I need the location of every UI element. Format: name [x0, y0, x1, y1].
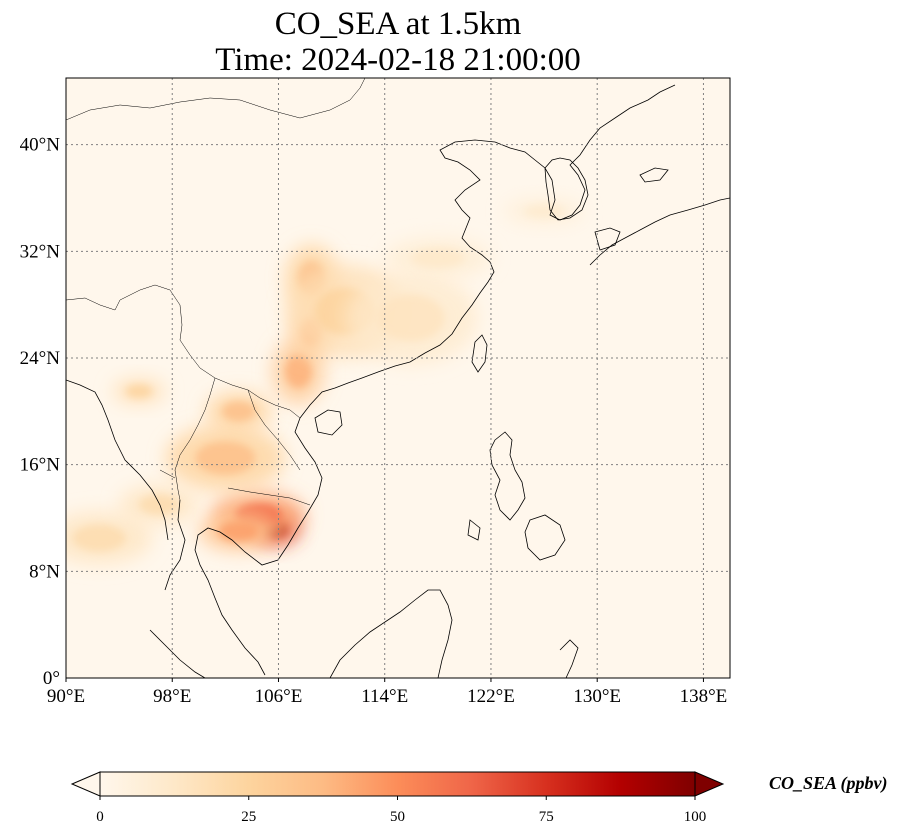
latitude-tick-label: 40°N	[20, 135, 61, 156]
latitude-tick-labels: 0° 8°N 16°N 24°N 32°N 40°N	[20, 135, 61, 689]
co-plume-core	[139, 495, 179, 515]
co-plume-core	[73, 525, 126, 552]
co-plume-core	[195, 441, 255, 474]
colorbar-tick-label: 25	[241, 809, 256, 825]
colorbar-tick-label: 0	[96, 809, 104, 825]
co-plume-core	[285, 355, 312, 388]
co-plume-core	[524, 205, 564, 218]
longitude-tick-label: 98°E	[153, 686, 191, 707]
latitude-tick-label: 16°N	[20, 455, 61, 476]
longitude-tick-label: 106°E	[255, 686, 303, 707]
co-plume-core	[222, 401, 255, 421]
co-plume-core	[378, 295, 444, 342]
longitude-tick-label: 114°E	[361, 686, 408, 707]
colorbar-tick-label: 100	[684, 809, 707, 825]
colorbar-tick-label: 50	[390, 809, 405, 825]
colorbar-max-extension	[695, 772, 723, 796]
latitude-tick-label: 24°N	[20, 348, 61, 369]
longitude-tick-label: 90°E	[47, 686, 85, 707]
colorbar: 0 25 50 75 100 CO_SEA (ppbv)	[72, 772, 888, 825]
colorbar-gradient	[100, 772, 695, 796]
longitude-tick-label: 130°E	[573, 686, 621, 707]
co-plume-core	[219, 521, 259, 541]
map-figure: 90°E 98°E 106°E 114°E 122°E 130°E 138°E 0° 8°N 1…	[0, 0, 916, 836]
longitude-tick-label: 122°E	[467, 686, 515, 707]
latitude-tick-label: 0°	[43, 668, 60, 689]
latitude-tick-label: 32°N	[20, 241, 61, 262]
colorbar-min-extension	[72, 772, 100, 796]
colorbar-title: CO_SEA (ppbv)	[769, 773, 888, 794]
longitude-tick-labels: 90°E 98°E 106°E 114°E 122°E 130°E 138°E	[47, 678, 727, 707]
co-plume-core	[126, 385, 153, 398]
colorbar-tick-label: 75	[539, 809, 554, 825]
latitude-tick-label: 8°N	[29, 561, 60, 582]
longitude-tick-label: 138°E	[680, 686, 728, 707]
